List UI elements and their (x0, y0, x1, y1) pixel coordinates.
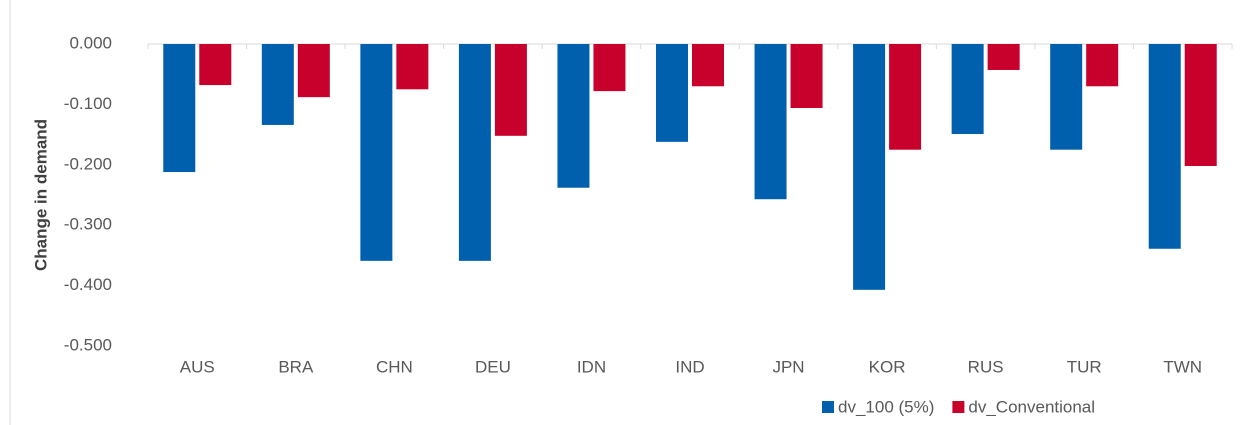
bar (1148, 44, 1181, 249)
legend-label: dv_100 (5%) (838, 397, 934, 416)
bar (1050, 44, 1083, 150)
x-tick-label: IND (675, 357, 704, 376)
y-tick-label: -0.200 (64, 154, 112, 173)
bar (951, 44, 984, 134)
y-axis-title: Change in demand (31, 119, 50, 271)
y-tick-label: -0.300 (64, 215, 112, 234)
bar (261, 44, 294, 125)
bar (557, 44, 590, 188)
x-tick-label: TUR (1067, 357, 1102, 376)
bar (458, 44, 491, 261)
x-tick-label: AUS (180, 357, 215, 376)
y-tick-label: -0.100 (64, 94, 112, 113)
bar (790, 44, 823, 109)
bar (360, 44, 393, 261)
x-tick-label: RUS (968, 357, 1004, 376)
legend-swatch (822, 401, 834, 413)
x-tick-label: BRA (278, 357, 314, 376)
legend-swatch (952, 401, 965, 413)
bar (297, 44, 330, 98)
bar (396, 44, 429, 90)
bar (199, 44, 232, 86)
bar (656, 44, 688, 142)
bar (692, 44, 724, 87)
bar (163, 44, 196, 173)
bar (853, 44, 886, 290)
bar (987, 44, 1020, 70)
legend-label: dv_Conventional (968, 397, 1095, 416)
x-tick-label: IDN (577, 357, 606, 376)
x-tick-label: CHN (376, 357, 413, 376)
bar (754, 44, 787, 200)
y-tick-label: -0.500 (64, 335, 112, 354)
x-tick-label: JPN (772, 357, 804, 376)
bar (889, 44, 922, 150)
y-tick-label: 0.000 (69, 33, 112, 52)
x-tick-label: DEU (475, 357, 511, 376)
bar (494, 44, 527, 136)
bar (1086, 44, 1119, 87)
bar (1184, 44, 1217, 167)
bar (593, 44, 626, 92)
x-tick-label: TWN (1163, 357, 1202, 376)
y-tick-label: -0.400 (64, 275, 112, 294)
x-tick-label: KOR (869, 357, 906, 376)
